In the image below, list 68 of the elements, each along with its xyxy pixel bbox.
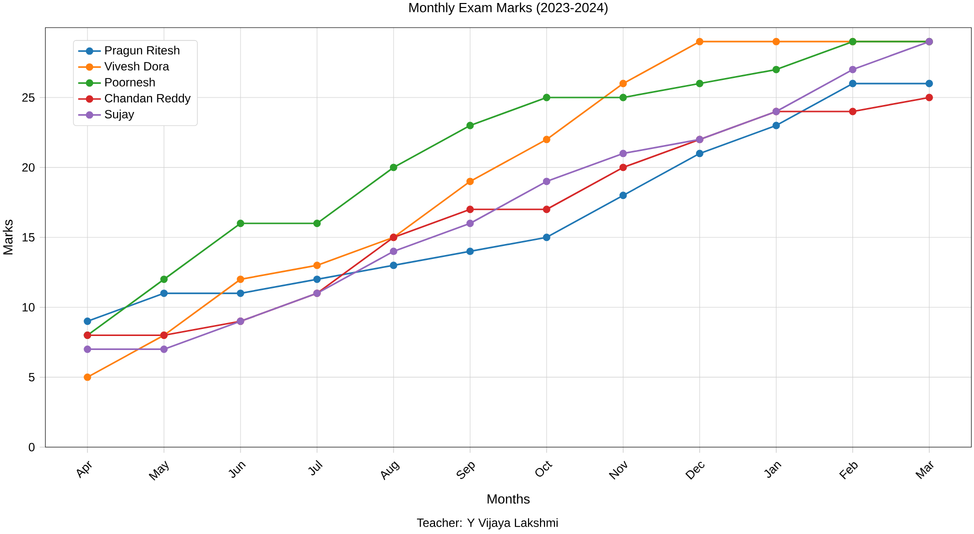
point	[849, 108, 856, 116]
point	[160, 345, 168, 353]
point	[466, 178, 474, 186]
x-tick-label: Apr	[76, 460, 92, 478]
y-tick-label: 25	[22, 93, 34, 102]
point	[619, 150, 627, 158]
point	[313, 276, 321, 284]
point	[696, 80, 704, 88]
point	[619, 80, 627, 88]
point	[772, 122, 780, 130]
x-tick-label: Nov	[608, 460, 628, 480]
x-tick-label: Aug	[380, 461, 400, 480]
point	[236, 290, 244, 297]
point	[160, 276, 168, 284]
legend-label: Vivesh Dora	[104, 62, 170, 70]
point	[236, 276, 244, 284]
chart-title: Monthly Exam Marks (2023-2024)	[409, 2, 608, 15]
point	[849, 66, 856, 74]
x-tick-label: Jun	[228, 462, 246, 478]
point	[542, 94, 550, 102]
x-tick-label: Feb	[839, 462, 858, 480]
x-tick-label: May	[148, 460, 169, 481]
point	[390, 262, 398, 270]
point	[466, 206, 474, 214]
point	[926, 80, 933, 88]
x-tick-label: Mar	[915, 460, 934, 480]
point	[313, 262, 321, 270]
point	[390, 164, 398, 172]
point	[160, 290, 168, 297]
y-tick-label: 5	[28, 373, 35, 382]
point	[696, 150, 704, 158]
y-tick-label: 0	[28, 442, 35, 452]
point	[849, 80, 856, 88]
legend-label: Sujay	[104, 110, 134, 121]
y-axis-title: Marks	[2, 220, 13, 254]
point	[236, 220, 244, 228]
x-tick-label: Jan	[764, 462, 782, 478]
point	[619, 192, 627, 200]
point	[619, 164, 627, 172]
point	[926, 94, 933, 102]
y-tick-label: 15	[22, 233, 34, 242]
point	[390, 248, 398, 256]
point	[542, 206, 550, 214]
legend-label: Pragun Ritesh	[105, 46, 180, 57]
x-tick-label: Sep	[456, 462, 475, 479]
x-tick-label: Jul	[308, 460, 323, 476]
legend-label: Poornesh	[105, 78, 155, 86]
x-tick-label: Dec	[685, 462, 704, 480]
point	[84, 345, 92, 353]
point	[84, 373, 92, 381]
point	[696, 38, 704, 46]
point	[466, 248, 474, 256]
point	[542, 178, 550, 186]
point	[313, 220, 321, 228]
y-tick-label: 10	[22, 303, 35, 312]
text: Teacher: Y Vijaya Lakshmi	[416, 518, 558, 530]
y-tick-label: 20	[22, 163, 35, 172]
point	[84, 318, 92, 325]
x-tick-label: Oct	[535, 460, 552, 477]
x-axis-title: Months	[488, 494, 530, 504]
legend-label: Chandan Reddy	[104, 94, 191, 105]
point	[542, 234, 550, 242]
point	[619, 94, 627, 102]
point	[466, 220, 474, 228]
point	[466, 122, 474, 130]
point	[772, 66, 780, 74]
point	[542, 136, 550, 144]
point	[772, 38, 780, 46]
